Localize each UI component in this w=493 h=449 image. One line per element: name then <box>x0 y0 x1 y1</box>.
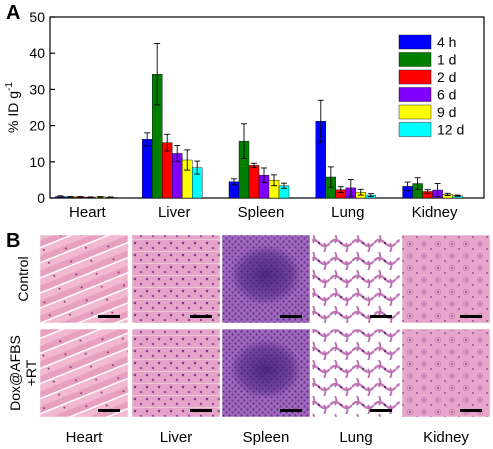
scale-bar <box>370 315 392 318</box>
scale-bar <box>98 315 120 318</box>
legend-swatch <box>398 34 432 50</box>
histology-image-liver-row2 <box>131 328 221 418</box>
column-label-lung: Lung <box>339 429 372 446</box>
legend-swatch <box>398 122 432 137</box>
histology-image-lung-row1 <box>311 234 401 324</box>
legend-swatch <box>398 87 432 102</box>
legend-label: 4 h <box>437 34 456 50</box>
legend-swatch <box>398 52 432 67</box>
column-label-heart: Heart <box>66 429 104 446</box>
legend-label: 2 d <box>437 69 456 85</box>
x-category-label: Spleen <box>238 204 285 221</box>
bar-chart: 0 10 20 30 40 50 % ID g-1 Heart Liver Spleen Lung K… <box>4 9 485 221</box>
y-tick-label: 40 <box>29 45 45 61</box>
histology-grid: Control Dox@AFBS +RT Heart Liver Spleen Lung Ki… <box>7 234 491 446</box>
legend-label: 12 d <box>437 122 464 138</box>
legend-swatch <box>398 69 432 85</box>
row-label-treatment: Dox@AFBS <box>7 335 23 411</box>
y-axis-title: % ID g-1 <box>4 82 21 133</box>
y-tick-label: 50 <box>29 9 45 25</box>
row-label-control: Control <box>15 256 31 301</box>
bar-liver-4h <box>141 139 153 199</box>
column-label-liver: Liver <box>160 429 193 446</box>
x-category-label: Lung <box>331 204 364 221</box>
scale-bar <box>190 315 212 318</box>
scale-bar <box>370 409 392 412</box>
y-tick-label: 0 <box>37 190 45 206</box>
row-label-treatment-rt: +RT <box>23 359 39 386</box>
histology-image-kidney-row2 <box>401 328 491 418</box>
legend-swatch <box>398 104 432 120</box>
x-category-label: Heart <box>69 204 107 221</box>
x-category-label: Kidney <box>412 204 458 221</box>
histology-image-heart-row1 <box>39 234 129 324</box>
scale-bar <box>460 409 482 412</box>
column-label-spleen: Spleen <box>243 429 290 446</box>
bar-spleen-2d <box>248 165 260 199</box>
scale-bar <box>280 315 302 318</box>
histology-image-kidney-row1 <box>401 234 491 324</box>
x-category-label: Liver <box>158 204 191 221</box>
histology-image-lung-row2 <box>311 328 401 418</box>
legend-label: 6 d <box>437 87 456 103</box>
legend-label: 1 d <box>437 52 456 68</box>
panel-a-label: A <box>6 2 20 24</box>
y-tick-label: 20 <box>29 118 45 134</box>
scale-bar <box>460 315 482 318</box>
panel-b-label: B <box>6 230 20 252</box>
y-tick-label: 10 <box>29 154 45 170</box>
scale-bar <box>98 409 120 412</box>
scale-bar <box>190 409 212 412</box>
histology-image-heart-row2 <box>39 328 129 418</box>
column-label-kidney: Kidney <box>423 429 469 446</box>
histology-image-spleen-row2 <box>221 328 311 418</box>
legend-label: 9 d <box>437 104 456 120</box>
y-tick-label: 30 <box>29 81 45 97</box>
histology-image-spleen-row1 <box>221 234 311 324</box>
scale-bar <box>280 409 302 412</box>
histology-image-liver-row1 <box>131 234 221 324</box>
